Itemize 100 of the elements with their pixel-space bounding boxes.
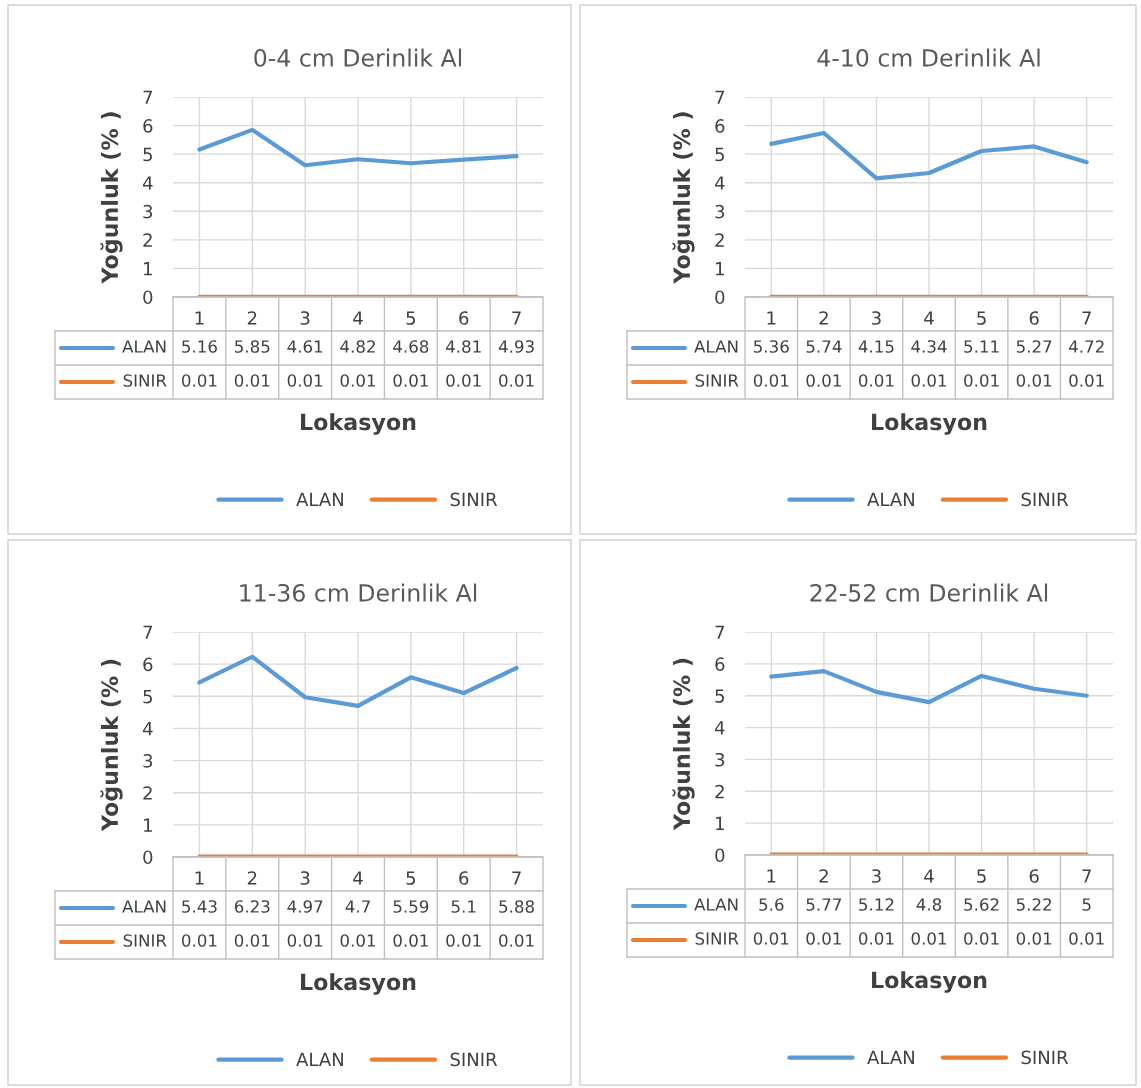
text: SINIR xyxy=(1021,1050,1069,1065)
x-tick-label: 5 xyxy=(406,871,416,885)
x-tick-label: 2 xyxy=(819,311,828,325)
x-tick-label: 7 xyxy=(512,871,521,885)
y-tick-label: 7 xyxy=(143,90,153,104)
data-label: 5.88 xyxy=(499,900,534,913)
data-label: 0.01 xyxy=(446,374,481,387)
y-axis-title: Yoğunluk (% ) xyxy=(100,112,123,284)
x-tick-label: 6 xyxy=(459,311,469,325)
data-label: 4.72 xyxy=(1068,340,1104,353)
x-tick-label: 4 xyxy=(353,311,363,325)
data-label: 0.01 xyxy=(964,374,999,387)
legend-label: SINIR xyxy=(123,374,167,387)
data-label: 0.01 xyxy=(1016,374,1052,387)
y-tick-label: 6 xyxy=(143,119,153,133)
data-label: 0.01 xyxy=(287,374,323,387)
data-label: 0.01 xyxy=(806,374,841,387)
data-label: 5.16 xyxy=(182,340,217,353)
x-axis-title: Lokasyon xyxy=(872,971,987,993)
text: SINIR xyxy=(450,492,498,507)
data-label: 0.01 xyxy=(858,374,894,387)
data-label: 4.15 xyxy=(858,340,894,353)
data-label: 6.23 xyxy=(234,900,270,913)
text: SINIR xyxy=(1021,492,1069,507)
x-tick-label: 1 xyxy=(195,311,204,325)
data-label: 0.01 xyxy=(234,934,270,947)
y-tick-label: 5 xyxy=(143,147,152,162)
text: ALAN xyxy=(867,492,914,506)
chart-title: 4-10 cm Derinlik Al xyxy=(817,48,1040,67)
x-tick-label: 2 xyxy=(247,311,257,325)
x-tick-label: 7 xyxy=(1082,311,1091,325)
data-label: 0.01 xyxy=(911,374,947,387)
x-tick-label: 4 xyxy=(924,869,934,883)
x-tick-label: 1 xyxy=(767,311,776,325)
x-tick-label: 3 xyxy=(300,311,310,325)
data-label: 0.01 xyxy=(181,374,217,387)
data-label: 0.01 xyxy=(806,932,841,945)
data-label: 4.93 xyxy=(498,340,534,353)
x-tick-label: 4 xyxy=(924,311,934,325)
data-label: 5.85 xyxy=(235,340,270,353)
y-tick-label: 6 xyxy=(715,657,725,671)
data-label: 4.7 xyxy=(345,900,370,913)
data-label: 5.36 xyxy=(754,340,789,353)
data-label: 0.01 xyxy=(499,374,534,387)
y-tick-label: 3 xyxy=(715,752,725,767)
y-axis-title: Yoğunluk (% ) xyxy=(672,658,695,831)
x-tick-label: 1 xyxy=(195,871,204,885)
y-tick-label: 2 xyxy=(715,233,724,247)
data-label: 0.01 xyxy=(753,374,789,387)
x-tick-label: 3 xyxy=(872,311,881,325)
x-tick-label: 6 xyxy=(1029,311,1039,325)
x-tick-label: 4 xyxy=(353,871,363,885)
x-axis-title: Lokasyon xyxy=(301,973,416,995)
data-label: 5.1 xyxy=(451,900,476,913)
y-tick-label: 0 xyxy=(143,850,153,865)
data-label: 0.01 xyxy=(499,934,534,947)
y-tick-label: 5 xyxy=(715,147,724,162)
line-series xyxy=(197,127,519,168)
y-tick-label: 7 xyxy=(715,90,725,104)
data-label: 4.61 xyxy=(287,340,323,353)
x-tick-label: 3 xyxy=(300,871,310,885)
text: SINIR xyxy=(450,1052,498,1067)
data-label: 0.01 xyxy=(753,932,789,945)
line-series xyxy=(197,654,519,709)
data-label: 4.82 xyxy=(340,340,375,353)
chart-title: 11-36 cm Derinlik Al xyxy=(240,583,477,602)
text: ALAN xyxy=(867,1050,914,1064)
x-tick-label: 1 xyxy=(767,869,776,883)
data-label: 0.01 xyxy=(964,932,999,945)
x-tick-label: 6 xyxy=(459,871,469,885)
y-tick-label: 6 xyxy=(715,119,725,133)
data-label: 0.01 xyxy=(393,934,428,947)
legend-label: SINIR xyxy=(695,374,739,387)
data-label: 0.01 xyxy=(911,932,947,945)
y-tick-label: 4 xyxy=(714,721,725,735)
data-label: 4.81 xyxy=(445,340,481,353)
legend-label: SINIR xyxy=(123,934,167,947)
data-label: 0.01 xyxy=(446,934,481,947)
y-tick-label: 4 xyxy=(714,176,725,190)
data-label: 5.43 xyxy=(182,900,217,913)
data-label: 5.6 xyxy=(759,898,784,911)
data-label: 0.01 xyxy=(340,934,376,947)
legend-label: SINIR xyxy=(695,932,739,945)
y-tick-label: 2 xyxy=(143,786,152,800)
y-tick-label: 0 xyxy=(715,848,725,863)
y-tick-label: 2 xyxy=(715,784,724,799)
legend-label: ALAN xyxy=(122,900,166,913)
data-label: 5.59 xyxy=(393,900,429,913)
y-tick-label: 3 xyxy=(715,204,725,219)
y-tick-label: 1 xyxy=(144,262,152,276)
y-tick-label: 7 xyxy=(715,625,725,639)
y-tick-label: 4 xyxy=(142,176,153,190)
data-label: 5 xyxy=(1082,898,1091,911)
y-tick-label: 0 xyxy=(715,290,725,305)
data-label: 0.01 xyxy=(340,374,376,387)
x-tick-label: 2 xyxy=(247,871,257,885)
x-tick-label: 5 xyxy=(977,869,986,883)
data-label: 4.68 xyxy=(393,340,429,353)
data-label: 4.97 xyxy=(287,900,323,913)
x-tick-label: 6 xyxy=(1029,869,1039,883)
